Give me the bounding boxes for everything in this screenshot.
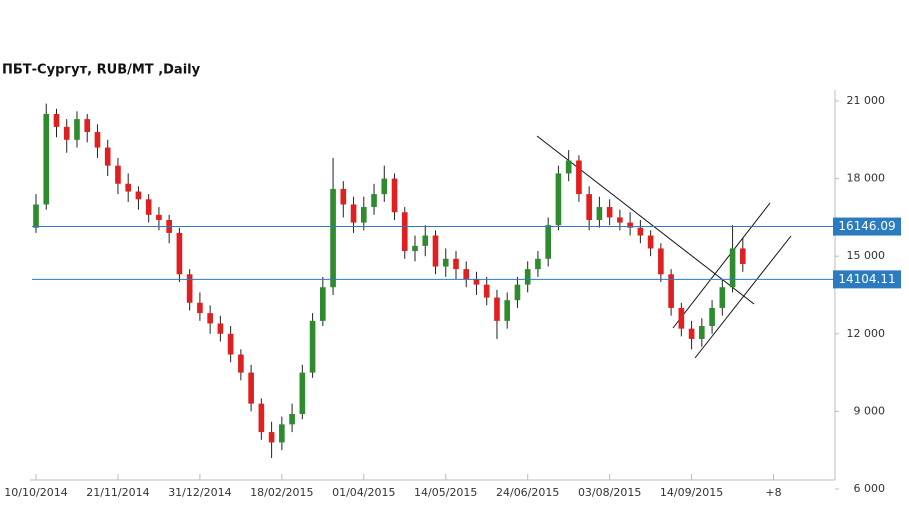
y-tick-label: 9 000 <box>854 404 886 417</box>
candle-body <box>135 191 142 200</box>
candle-body <box>63 126 70 140</box>
candle-body <box>197 302 203 314</box>
candle-body <box>658 248 664 275</box>
price-level-label: 14104.11 <box>838 272 895 286</box>
y-tick-label: 15 000 <box>847 249 886 262</box>
candle-body <box>94 132 101 148</box>
candle-body <box>125 183 132 192</box>
candle-body <box>279 424 285 443</box>
candle-body <box>699 326 705 339</box>
candle-body <box>565 160 572 174</box>
x-tick-label: +8 <box>765 486 781 499</box>
candle-body <box>115 165 121 184</box>
candle-body <box>156 214 162 220</box>
candle-body <box>145 199 152 215</box>
candle-body <box>473 279 480 285</box>
candle-body <box>453 258 459 270</box>
candle-body <box>545 225 551 259</box>
y-tick-label: 12 000 <box>847 327 886 340</box>
candle-body <box>463 269 470 280</box>
x-tick-label: 14/05/2015 <box>414 486 477 499</box>
candle-body <box>596 207 603 220</box>
candle-body <box>514 284 521 301</box>
trend-line <box>694 235 792 359</box>
candle-body <box>401 212 408 252</box>
candle-body <box>381 178 388 195</box>
candle-body <box>217 323 224 334</box>
candle-body <box>84 119 91 133</box>
candle-body <box>729 248 736 288</box>
candle-body <box>320 287 326 321</box>
candle-body <box>350 204 357 223</box>
candle-body <box>668 274 674 308</box>
candle-body <box>504 300 511 321</box>
candle-body <box>289 413 295 425</box>
price-level-box <box>833 217 901 236</box>
candle-body <box>391 178 398 213</box>
candle-body <box>576 160 582 195</box>
x-tick-label: 14/09/2015 <box>660 486 723 499</box>
candle-body <box>74 119 80 140</box>
x-tick-label: 31/12/2014 <box>168 486 231 499</box>
candle-body <box>555 173 562 226</box>
y-tick-label: 18 000 <box>847 172 886 185</box>
candle-body <box>535 258 541 270</box>
candle-body <box>186 274 193 303</box>
candle-body <box>586 194 592 220</box>
candle-body <box>412 245 418 252</box>
candle-body <box>43 113 50 205</box>
candle-body <box>606 207 613 218</box>
candle-body <box>104 147 111 166</box>
candle-body <box>709 307 715 327</box>
candle-body <box>371 194 377 208</box>
x-tick-label: 21/11/2014 <box>86 486 149 499</box>
price-level-label: 16146.09 <box>838 219 895 233</box>
candle-body <box>248 372 254 404</box>
candle-body <box>494 297 500 321</box>
x-tick-label: 10/10/2014 <box>4 486 67 499</box>
chart-title: ПБТ-Сургут, RUB/MT ,Daily <box>2 63 201 78</box>
trend-line <box>536 135 755 305</box>
candle-body <box>360 207 367 223</box>
candle-body <box>299 372 306 414</box>
candle-body <box>627 222 633 228</box>
candle-body <box>432 235 439 267</box>
candle-body <box>483 284 490 298</box>
candle-body <box>422 235 429 246</box>
candle-body <box>53 113 60 127</box>
candle-body <box>176 232 183 275</box>
candle-body <box>719 287 726 308</box>
x-tick-label: 01/04/2015 <box>332 486 395 499</box>
price-level-box <box>833 270 901 289</box>
candle-body <box>340 188 347 205</box>
y-tick-label: 21 000 <box>847 94 886 107</box>
candle-body <box>739 248 746 264</box>
x-tick-label: 03/08/2015 <box>578 486 641 499</box>
candle-body <box>442 258 449 267</box>
x-tick-label: 18/02/2015 <box>250 486 313 499</box>
candle-body <box>678 307 685 329</box>
x-tick-label: 24/06/2015 <box>496 486 559 499</box>
candle-body <box>688 328 695 339</box>
candle-body <box>227 333 234 355</box>
candle-body <box>309 320 316 373</box>
candle-body <box>207 313 213 324</box>
candle-body <box>524 269 531 285</box>
candle-body <box>238 354 244 373</box>
candle-body <box>617 217 623 223</box>
candle-body <box>330 188 336 288</box>
candle-body <box>647 235 654 249</box>
y-tick-label: 6 000 <box>854 482 886 495</box>
candle-body <box>637 227 644 236</box>
candle-body <box>258 403 265 433</box>
trend-lines <box>536 135 792 359</box>
candle-body <box>268 432 275 443</box>
trend-line <box>672 202 771 329</box>
candle-body <box>33 204 39 228</box>
